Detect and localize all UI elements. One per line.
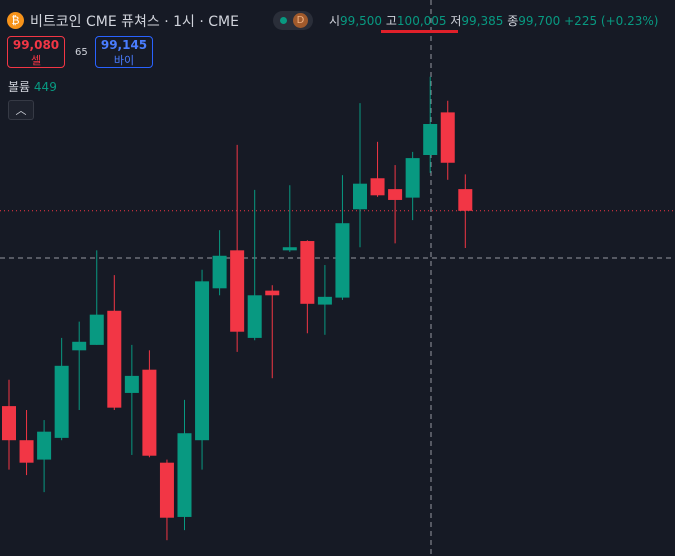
candle-body <box>353 183 367 210</box>
candle-body <box>212 255 227 289</box>
low-label: 저 <box>450 14 462 28</box>
candle-body <box>440 112 455 163</box>
buy-button[interactable]: 99,145 바이 <box>95 36 153 68</box>
candle-body <box>89 314 104 345</box>
candle-body <box>230 250 245 332</box>
status-pill[interactable]: D <box>273 11 313 30</box>
candle-body <box>335 223 350 298</box>
change-value: +225 (+0.23%) <box>564 14 659 28</box>
open-label: 시 <box>329 14 341 28</box>
buy-price: 99,145 <box>100 38 148 52</box>
bitcoin-icon: ₿ <box>7 12 24 29</box>
delay-badge: D <box>293 13 308 28</box>
candle-body <box>388 189 403 200</box>
candle-body <box>265 290 280 296</box>
volume-value: 449 <box>33 80 57 94</box>
candle-body <box>159 462 174 518</box>
candle-body <box>37 431 52 460</box>
close-label: 종 <box>507 14 519 28</box>
candle-body <box>300 241 315 304</box>
sell-button[interactable]: 99,080 셀 <box>7 36 65 68</box>
open-value: 99,500 <box>340 14 383 28</box>
high-label: 고 <box>385 14 397 28</box>
candle-body <box>72 341 87 351</box>
volume-legend: 볼륨 449 <box>8 78 57 95</box>
candle-body <box>19 440 34 463</box>
buy-label: 바이 <box>113 54 135 67</box>
candle-body <box>405 158 420 198</box>
candle-body <box>142 369 157 456</box>
candle-body <box>423 124 438 156</box>
status-dot <box>280 17 287 24</box>
highlight-underline <box>381 30 458 33</box>
candle-body <box>458 189 473 211</box>
close-value: 99,700 <box>518 14 561 28</box>
sell-price: 99,080 <box>12 38 60 52</box>
candle-body <box>282 247 297 251</box>
candle-body <box>195 281 210 441</box>
candle-body <box>177 433 192 517</box>
low-value: 99,385 <box>461 14 504 28</box>
candle-body <box>370 178 385 196</box>
symbol-title[interactable]: 비트코인 CME 퓨쳐스 · 1시 · CME <box>30 14 239 30</box>
spread: 65 <box>75 47 88 58</box>
candle-body <box>54 365 69 438</box>
sell-label: 셀 <box>30 54 42 67</box>
candle-body <box>2 406 16 441</box>
candle-body <box>317 296 332 305</box>
candle-body <box>124 375 139 393</box>
volume-label: 볼륨 <box>8 80 31 94</box>
candle-body <box>247 295 262 338</box>
candle-body <box>107 310 122 408</box>
high-value: 100,005 <box>396 14 447 28</box>
ohlc-legend: 시99,500 고100,005 저99,385 종99,700 +225 (+… <box>329 12 658 29</box>
collapse-button[interactable]: ︿ <box>8 100 34 120</box>
